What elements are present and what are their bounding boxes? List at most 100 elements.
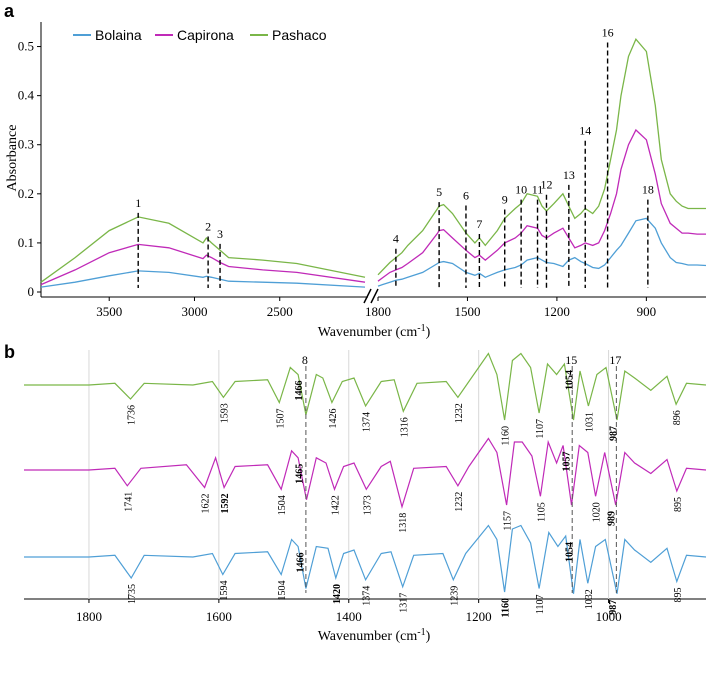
- peak-label-2: 2: [205, 219, 211, 233]
- peak-label-6: 6: [463, 189, 469, 203]
- x-tick-label: 1200: [466, 609, 492, 624]
- band-label-1107: 1107: [535, 595, 546, 615]
- band-label-1160: 1160: [501, 598, 512, 617]
- band-label-1593: 1593: [219, 403, 230, 423]
- y-tick-label: 0.1: [18, 235, 34, 250]
- band-label-987: 987: [608, 600, 619, 615]
- band-label-1057: 1057: [562, 452, 573, 472]
- panel-a-x-ticks: 3500 3000 2500 1800 1500 1200 900: [96, 297, 656, 319]
- legend-label-capirona: Capirona: [177, 27, 234, 43]
- band-label-1157: 1157: [503, 511, 514, 531]
- band-label-1465: 1465: [295, 464, 306, 484]
- panel-b-reference-lines: 8 15 17: [302, 353, 621, 593]
- band-label-1105: 1105: [536, 502, 547, 522]
- panel-a-label: a: [4, 1, 15, 21]
- second-derivative-capirona: [24, 437, 707, 510]
- x-tick-label: 1800: [365, 304, 391, 319]
- peak-label-10: 10: [515, 183, 527, 197]
- band-label-1107: 1107: [535, 419, 546, 439]
- x-tick-label: 2500: [267, 304, 293, 319]
- panel-a-ylabel: Absorbance: [5, 125, 20, 192]
- x-tick-label: 3000: [181, 304, 207, 319]
- band-label-895: 895: [673, 497, 684, 512]
- band-label-1032: 1032: [584, 589, 595, 609]
- ref-label-8: 8: [302, 353, 308, 367]
- x-tick-label: 1000: [596, 609, 622, 624]
- peak-label-1: 1: [135, 196, 141, 210]
- band-label-1373: 1373: [362, 495, 373, 515]
- band-label-1504: 1504: [277, 581, 288, 601]
- panel-b-series: [24, 352, 707, 594]
- y-tick-label: 0.5: [18, 39, 34, 54]
- band-label-1020: 1020: [592, 502, 603, 522]
- peak-label-11: 11: [532, 183, 544, 197]
- peak-label-5: 5: [436, 185, 442, 199]
- x-tick-label: 1500: [454, 304, 480, 319]
- band-label-1054: 1054: [564, 542, 575, 562]
- band-label-1622: 1622: [201, 494, 212, 514]
- band-label-1374: 1374: [362, 586, 373, 606]
- x-tick-label: 1400: [336, 609, 362, 624]
- x-tick-label: 900: [637, 304, 657, 319]
- band-label-1031: 1031: [584, 412, 595, 432]
- y-tick-label: 0.4: [18, 88, 35, 103]
- band-label-1160: 1160: [501, 426, 512, 446]
- peak-label-12: 12: [540, 178, 552, 192]
- x-tick-label: 3500: [96, 304, 122, 319]
- series-line-pashaco-left: [40, 216, 366, 283]
- panel-b-x-ticks: 1800 1600 1400 1200 1000: [76, 599, 622, 624]
- band-label-1232: 1232: [454, 492, 465, 512]
- ref-label-15: 15: [565, 353, 577, 367]
- band-label-1592: 1592: [220, 494, 231, 514]
- band-label-1736: 1736: [127, 405, 138, 425]
- band-label-1426: 1426: [328, 409, 339, 429]
- peak-label-7: 7: [476, 217, 482, 231]
- series-line-pashaco-right: [377, 37, 706, 276]
- series-line-bolaina-right: [377, 217, 707, 287]
- x-tick-label: 1600: [206, 609, 232, 624]
- band-label-1239: 1239: [449, 586, 460, 606]
- y-tick-label: 0: [28, 284, 35, 299]
- band-label-895: 895: [673, 588, 684, 603]
- y-tick-label: 0.3: [18, 137, 34, 152]
- axis-break-mark-1: [363, 288, 372, 304]
- panel-b-gridlines: [88, 350, 610, 599]
- band-label-1374: 1374: [362, 412, 373, 432]
- peak-label-18: 18: [642, 183, 654, 197]
- band-label-1318: 1318: [398, 513, 409, 533]
- x-tick-label: 1200: [544, 304, 570, 319]
- band-label-1466: 1466: [295, 553, 306, 573]
- band-label-1594: 1594: [219, 581, 230, 601]
- band-label-1422: 1422: [330, 495, 341, 515]
- panel-a-series: [40, 37, 707, 288]
- second-derivative-bolaina: [24, 524, 707, 594]
- band-label-1741: 1741: [123, 492, 134, 512]
- panel-b: b 1800 1600 1400 1200 1000 8 15 17 1736 1593 150…: [4, 342, 707, 644]
- axis-break-mark-2: [370, 288, 379, 304]
- y-tick-label: 0.2: [18, 186, 34, 201]
- legend-label-bolaina: Bolaina: [95, 27, 142, 43]
- series-line-bolaina-left: [40, 270, 366, 288]
- series-line-capirona-right: [377, 128, 706, 282]
- band-label-1466: 1466: [294, 381, 305, 401]
- panel-b-label: b: [4, 342, 15, 362]
- band-label-989: 989: [607, 511, 618, 526]
- band-label-1507: 1507: [275, 409, 286, 429]
- peak-label-3: 3: [217, 227, 223, 241]
- band-label-1054: 1054: [564, 370, 575, 390]
- x-tick-label: 1800: [76, 609, 102, 624]
- panel-b-xlabel: Wavenumber (cm-1): [318, 627, 431, 644]
- peak-label-9: 9: [502, 192, 508, 206]
- peak-label-16: 16: [602, 26, 614, 40]
- peak-label-14: 14: [579, 124, 591, 138]
- panel-b-band-labels: 1736 1593 1507 1466 1426 1374 1316 1232 1160 1107…: [123, 370, 683, 617]
- band-label-1504: 1504: [277, 495, 288, 515]
- peak-label-13: 13: [563, 168, 575, 182]
- band-label-1316: 1316: [399, 417, 410, 437]
- band-label-1317: 1317: [399, 593, 410, 613]
- band-label-1735: 1735: [127, 584, 138, 604]
- band-label-1420: 1420: [332, 584, 343, 604]
- panel-a: a Absorbance 00.10.20.30.40.5 3500 3000 25…: [4, 1, 707, 340]
